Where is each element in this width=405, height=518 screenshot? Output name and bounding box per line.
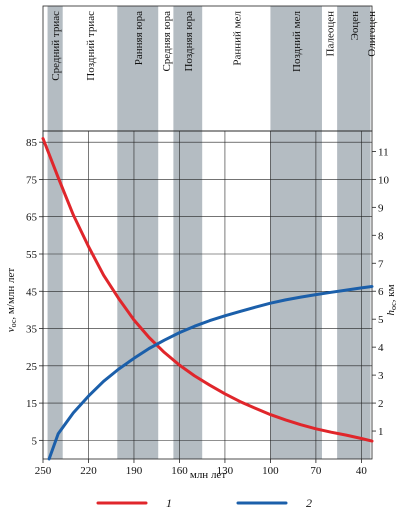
plot-frame (42, 130, 373, 460)
series (41, 137, 374, 461)
x-tick-label-7: 40 (356, 465, 368, 477)
x-tick-label-1: 220 (80, 465, 97, 477)
y-left-tick-label-7: 75 (26, 174, 38, 186)
y-left-tick-label-0: 5 (32, 435, 38, 447)
period-band-4 (173, 6, 203, 459)
period-band-6 (270, 6, 322, 459)
y-right-tick-label-0: 1 (378, 426, 384, 438)
x-tick-label-2: 190 (126, 465, 143, 477)
period-label-8: Эоцен (349, 11, 361, 41)
period-shading (47, 6, 371, 459)
period-label-1: Поздний триас (85, 11, 97, 81)
x-axis-title: млн лет (190, 469, 226, 481)
series-line-2 (47, 285, 374, 461)
y-left-tick-label-1: 15 (26, 398, 38, 410)
series-line-1 (41, 137, 374, 443)
y-left-tick-label-4: 45 (26, 286, 38, 298)
period-label-5: Ранний мел (231, 11, 243, 66)
x-tick-label-5: 100 (262, 465, 279, 477)
y-left-tick-label-3: 35 (26, 324, 38, 336)
period-label-9: Олигоцен (366, 11, 378, 57)
period-label-3: Средняя юра (161, 11, 173, 72)
period-labels: Средний триас Поздний триас Ранняя юра Сред… (50, 10, 378, 80)
period-label-6: Поздний мел (291, 10, 303, 71)
y-right-tick-label-1: 2 (378, 398, 384, 410)
y-right-title-sub: ос (389, 302, 398, 310)
y-left-tick-label-2: 25 (26, 361, 38, 373)
y-right-title-rest: , км (385, 284, 397, 302)
x-tick-label-3: 160 (171, 465, 188, 477)
y-left-axis-title: vос, м/млн лет (5, 268, 18, 333)
legend-label-2: 2 (306, 496, 312, 510)
y-left-tick-label-8: 85 (26, 137, 38, 149)
period-band-0 (47, 6, 63, 459)
y-right-tick-label-10: 11 (378, 146, 389, 158)
x-tick-label-0: 250 (35, 465, 52, 477)
y-right-title-var: h (385, 310, 397, 316)
y-right-tick-label-6: 7 (378, 258, 384, 270)
y-left-title-var: v (5, 327, 17, 332)
y-left-title-rest: , м/млн лет (5, 268, 17, 320)
y-left-title-sub: ос (9, 319, 18, 327)
y-right-tick-label-5: 6 (378, 286, 384, 298)
period-label-0: Средний триас (50, 11, 62, 81)
x-tick-label-6: 70 (310, 465, 322, 477)
legend-label-1: 1 (166, 496, 172, 510)
period-label-4: Поздняя юра (183, 11, 195, 72)
period-label-7: Палеоцен (325, 11, 337, 57)
axis-titles: млн лет vос, м/млн лет hос, км (5, 268, 398, 481)
ticks: 250 220 190 160 130 100 70 40515253545556575851… (26, 137, 390, 477)
frame (42, 5, 373, 460)
y-right-tick-label-7: 8 (378, 230, 384, 242)
x-tick-label-4: 130 (217, 465, 234, 477)
y-right-axis-title: hос, км (385, 284, 398, 315)
y-right-tick-label-4: 5 (378, 314, 384, 326)
period-label-2: Ранняя юра (133, 11, 145, 65)
y-right-tick-label-9: 10 (378, 174, 390, 186)
y-right-tick-label-8: 9 (378, 202, 384, 214)
period-band-2 (117, 6, 159, 459)
y-left-tick-label-6: 65 (26, 212, 38, 224)
y-right-tick-label-2: 3 (378, 370, 384, 382)
y-right-tick-label-3: 4 (378, 342, 384, 354)
period-band-8 (337, 6, 371, 459)
y-left-tick-label-5: 55 (26, 249, 38, 261)
